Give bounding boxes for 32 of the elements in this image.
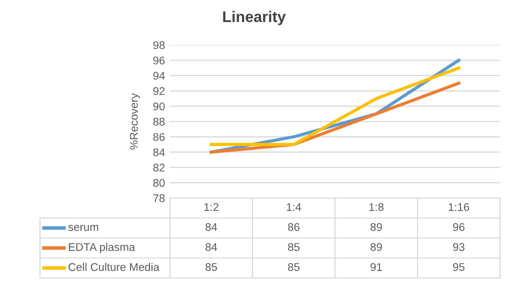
- chart-title: Linearity: [223, 10, 286, 26]
- x-tick-label: 1:4: [286, 203, 302, 211]
- y-tick-label: 84: [153, 148, 165, 156]
- y-tick-label: 92: [153, 87, 165, 96]
- data-label: 86: [288, 223, 300, 231]
- data-label: 93: [453, 243, 464, 251]
- data-label: 89: [370, 223, 382, 231]
- y-tick-label: 86: [153, 133, 165, 141]
- data-label: 84: [206, 243, 218, 251]
- data-label: 96: [453, 223, 464, 231]
- x-tick-label: 1:16: [448, 203, 470, 211]
- data-label: 95: [453, 263, 464, 271]
- y-tick-label: 78: [153, 194, 165, 202]
- legend-label: EDTA plasma: [68, 242, 136, 254]
- y-tick-label: 98: [153, 41, 165, 50]
- data-label: 85: [206, 263, 217, 271]
- data-label: 85: [288, 243, 300, 251]
- y-tick-label: 80: [153, 178, 165, 187]
- x-tick-label: 1:8: [369, 203, 384, 211]
- y-tick-label: 82: [153, 164, 165, 172]
- legend-label: Cell Culture Media: [68, 262, 160, 271]
- data-label: 91: [370, 263, 382, 271]
- y-tick-label: 96: [153, 56, 165, 64]
- y-axis-title: %Recovery: [130, 93, 140, 150]
- y-tick-label: 94: [153, 72, 165, 80]
- legend-label: serum: [68, 224, 98, 231]
- x-tick-label: 1:2: [204, 203, 218, 211]
- data-label: 84: [206, 223, 218, 231]
- data-label: 89: [370, 243, 382, 251]
- y-tick-label: 90: [153, 102, 165, 110]
- data-label: 85: [288, 263, 300, 271]
- y-tick-label: 88: [153, 118, 165, 126]
